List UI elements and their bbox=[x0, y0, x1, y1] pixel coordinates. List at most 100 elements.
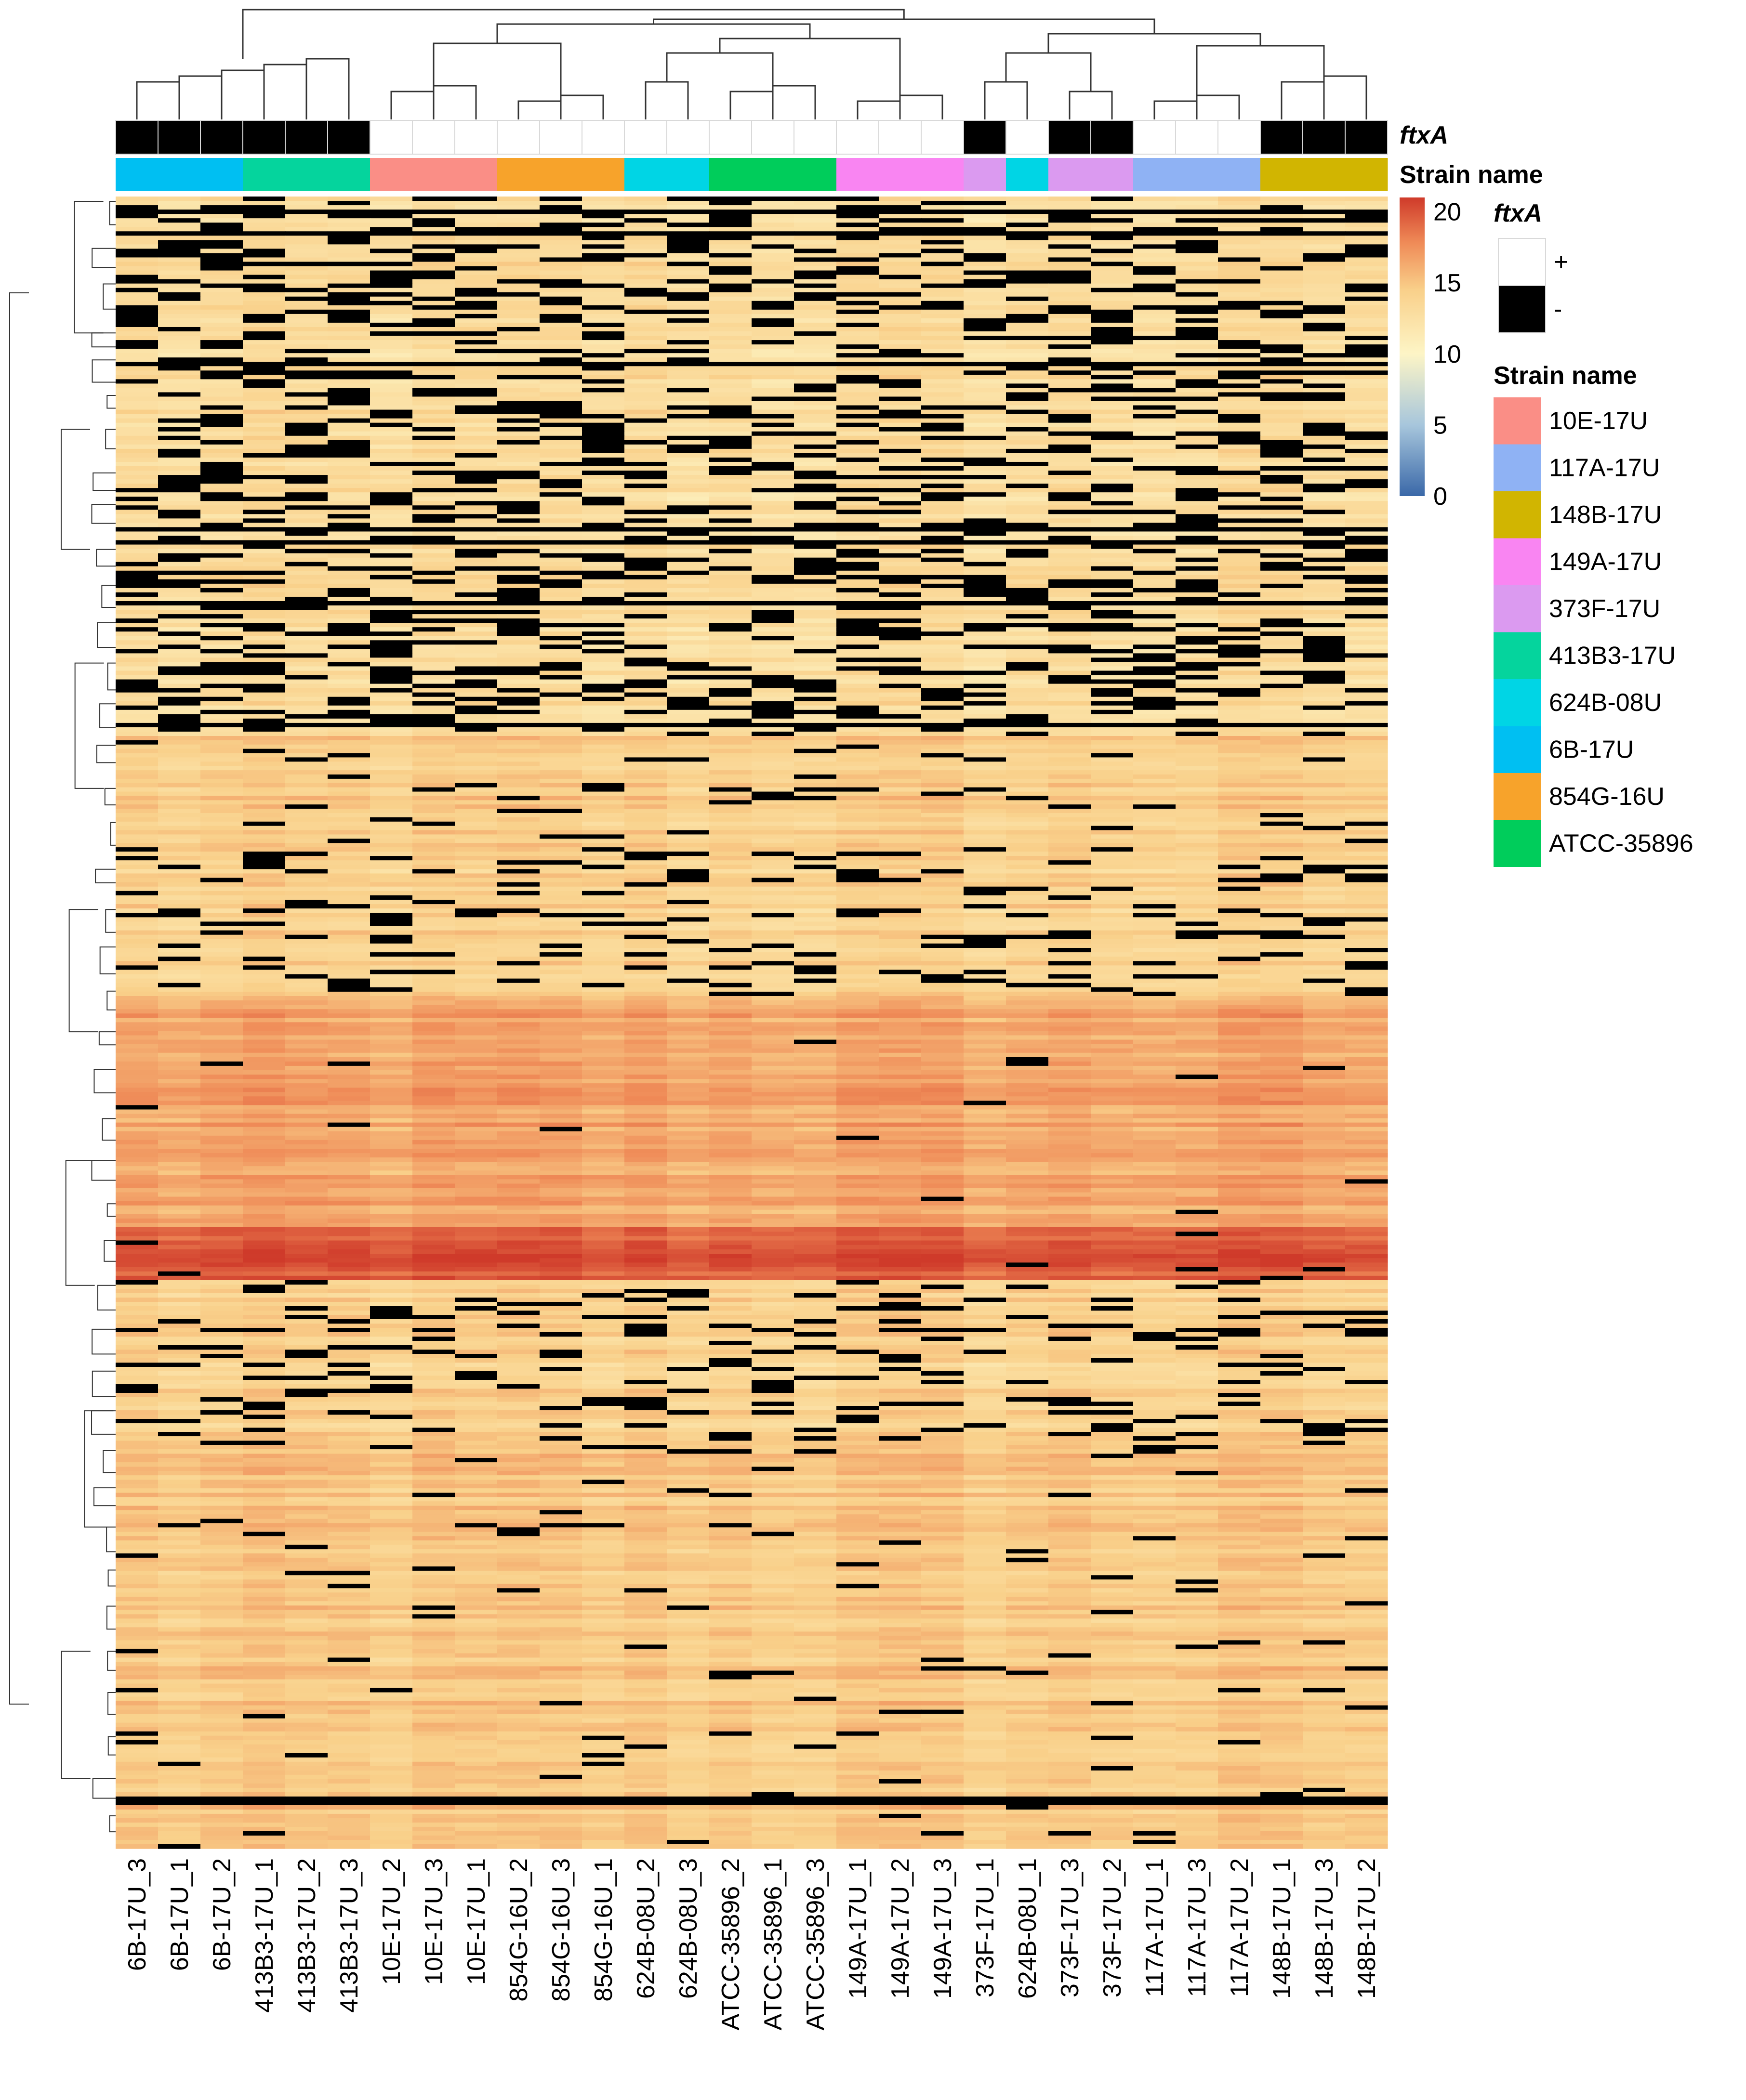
heatmap-cell bbox=[582, 847, 625, 852]
heatmap-cell bbox=[200, 531, 243, 537]
row-dendrogram-link bbox=[99, 946, 116, 974]
heatmap-cell bbox=[540, 709, 582, 715]
heatmap-cell bbox=[497, 331, 540, 336]
row-dendrogram-link bbox=[107, 1569, 116, 1587]
heatmap-cell bbox=[285, 240, 328, 245]
heatmap-cell bbox=[158, 544, 201, 550]
heatmap-cell bbox=[1048, 791, 1091, 797]
heatmap-cell bbox=[582, 688, 625, 693]
heatmap-cell bbox=[1218, 809, 1261, 814]
heatmap-cell bbox=[412, 714, 455, 719]
heatmap-cell bbox=[1176, 770, 1218, 775]
heatmap-cell bbox=[879, 821, 922, 827]
heatmap-cell bbox=[1176, 253, 1218, 258]
heatmap-cell bbox=[1303, 236, 1346, 240]
heatmap-cell bbox=[709, 557, 752, 563]
heatmap-cell bbox=[1218, 653, 1261, 658]
heatmap-cell bbox=[1260, 201, 1303, 206]
heatmap-cell bbox=[1218, 596, 1261, 602]
heatmap-cell bbox=[582, 336, 625, 341]
heatmap-cell bbox=[116, 418, 159, 423]
heatmap-cell bbox=[921, 774, 964, 779]
heatmap-cell bbox=[540, 301, 582, 306]
heatmap-cell bbox=[964, 562, 1006, 567]
heatmap-cell bbox=[1345, 479, 1388, 484]
heatmap-cell bbox=[1048, 484, 1091, 488]
heatmap-cell bbox=[1303, 623, 1346, 628]
heatmap-cell bbox=[370, 488, 413, 493]
heatmap-cell bbox=[1006, 653, 1049, 658]
heatmap-cell bbox=[285, 379, 328, 384]
heatmap-cell bbox=[243, 257, 286, 262]
heatmap-cell bbox=[582, 557, 625, 563]
heatmap-cell bbox=[370, 318, 413, 323]
heatmap-cell bbox=[624, 740, 667, 745]
heatmap-cell bbox=[455, 401, 498, 406]
heatmap-cell bbox=[836, 718, 879, 723]
heatmap-cell bbox=[752, 283, 794, 289]
heatmap-cell bbox=[412, 479, 455, 484]
heatmap-cell bbox=[370, 761, 413, 766]
heatmap-cell bbox=[285, 891, 328, 896]
heatmap-cell bbox=[370, 497, 413, 501]
heatmap-cell bbox=[1091, 527, 1134, 532]
heatmap-cell bbox=[709, 279, 752, 284]
heatmap-cell bbox=[582, 375, 625, 380]
heatmap-cell bbox=[1260, 766, 1303, 771]
heatmap-cell bbox=[1260, 370, 1303, 375]
heatmap-cell bbox=[1048, 336, 1091, 341]
heatmap-cell bbox=[921, 631, 964, 636]
heatmap-cell bbox=[667, 605, 710, 610]
heatmap-cell bbox=[964, 882, 1006, 887]
heatmap-cell bbox=[794, 435, 837, 441]
heatmap-cell bbox=[158, 536, 201, 541]
heatmap-cell bbox=[328, 409, 370, 415]
heatmap-cell bbox=[285, 705, 328, 710]
heatmap-cell bbox=[370, 588, 413, 593]
heatmap-cell bbox=[1345, 821, 1388, 827]
heatmap-cell bbox=[412, 666, 455, 671]
heatmap-cell bbox=[1345, 288, 1388, 293]
heatmap-cell bbox=[1260, 800, 1303, 805]
heatmap-cell bbox=[370, 644, 413, 649]
heatmap-cell bbox=[964, 596, 1006, 602]
heatmap-cell bbox=[1345, 605, 1388, 610]
heatmap-cell bbox=[158, 392, 201, 397]
heatmap-cell bbox=[1133, 770, 1176, 775]
heatmap-cell bbox=[285, 701, 328, 706]
heatmap-cell bbox=[1345, 379, 1388, 384]
heatmap-cell bbox=[1303, 588, 1346, 593]
heatmap-cell bbox=[624, 640, 667, 645]
heatmap-cell bbox=[879, 727, 922, 732]
heatmap-cell bbox=[667, 770, 710, 775]
heatmap-cell bbox=[794, 461, 837, 467]
heatmap-cell bbox=[836, 627, 879, 632]
heatmap-cell bbox=[836, 610, 879, 615]
heatmap-cell bbox=[624, 783, 667, 788]
heatmap-cell bbox=[964, 679, 1006, 684]
heatmap-cell bbox=[752, 843, 794, 848]
heatmap-cell bbox=[879, 440, 922, 445]
heatmap-cell bbox=[1303, 301, 1346, 306]
heatmap-cell bbox=[285, 804, 328, 809]
heatmap-cell bbox=[1006, 349, 1049, 354]
column-dendrogram bbox=[136, 9, 1367, 119]
heatmap-cell bbox=[752, 523, 794, 528]
heatmap-cell bbox=[455, 796, 498, 801]
heatmap-cell bbox=[1176, 240, 1218, 245]
heatmap-cell bbox=[1345, 331, 1388, 336]
heatmap-cell bbox=[243, 379, 286, 384]
heatmap-cell bbox=[497, 705, 540, 710]
heatmap-cell bbox=[412, 544, 455, 550]
heatmap-cell bbox=[709, 817, 752, 822]
heatmap-cell bbox=[1006, 610, 1049, 615]
heatmap-cell bbox=[243, 501, 286, 506]
heatmap-cell bbox=[497, 791, 540, 797]
heatmap-cell bbox=[540, 653, 582, 658]
heatmap-cell bbox=[1006, 562, 1049, 567]
heatmap-cell bbox=[921, 878, 964, 883]
heatmap-cell bbox=[1006, 357, 1049, 362]
heatmap-cell bbox=[624, 679, 667, 684]
heatmap-cell bbox=[836, 388, 879, 393]
heatmap-cell bbox=[1133, 214, 1176, 219]
